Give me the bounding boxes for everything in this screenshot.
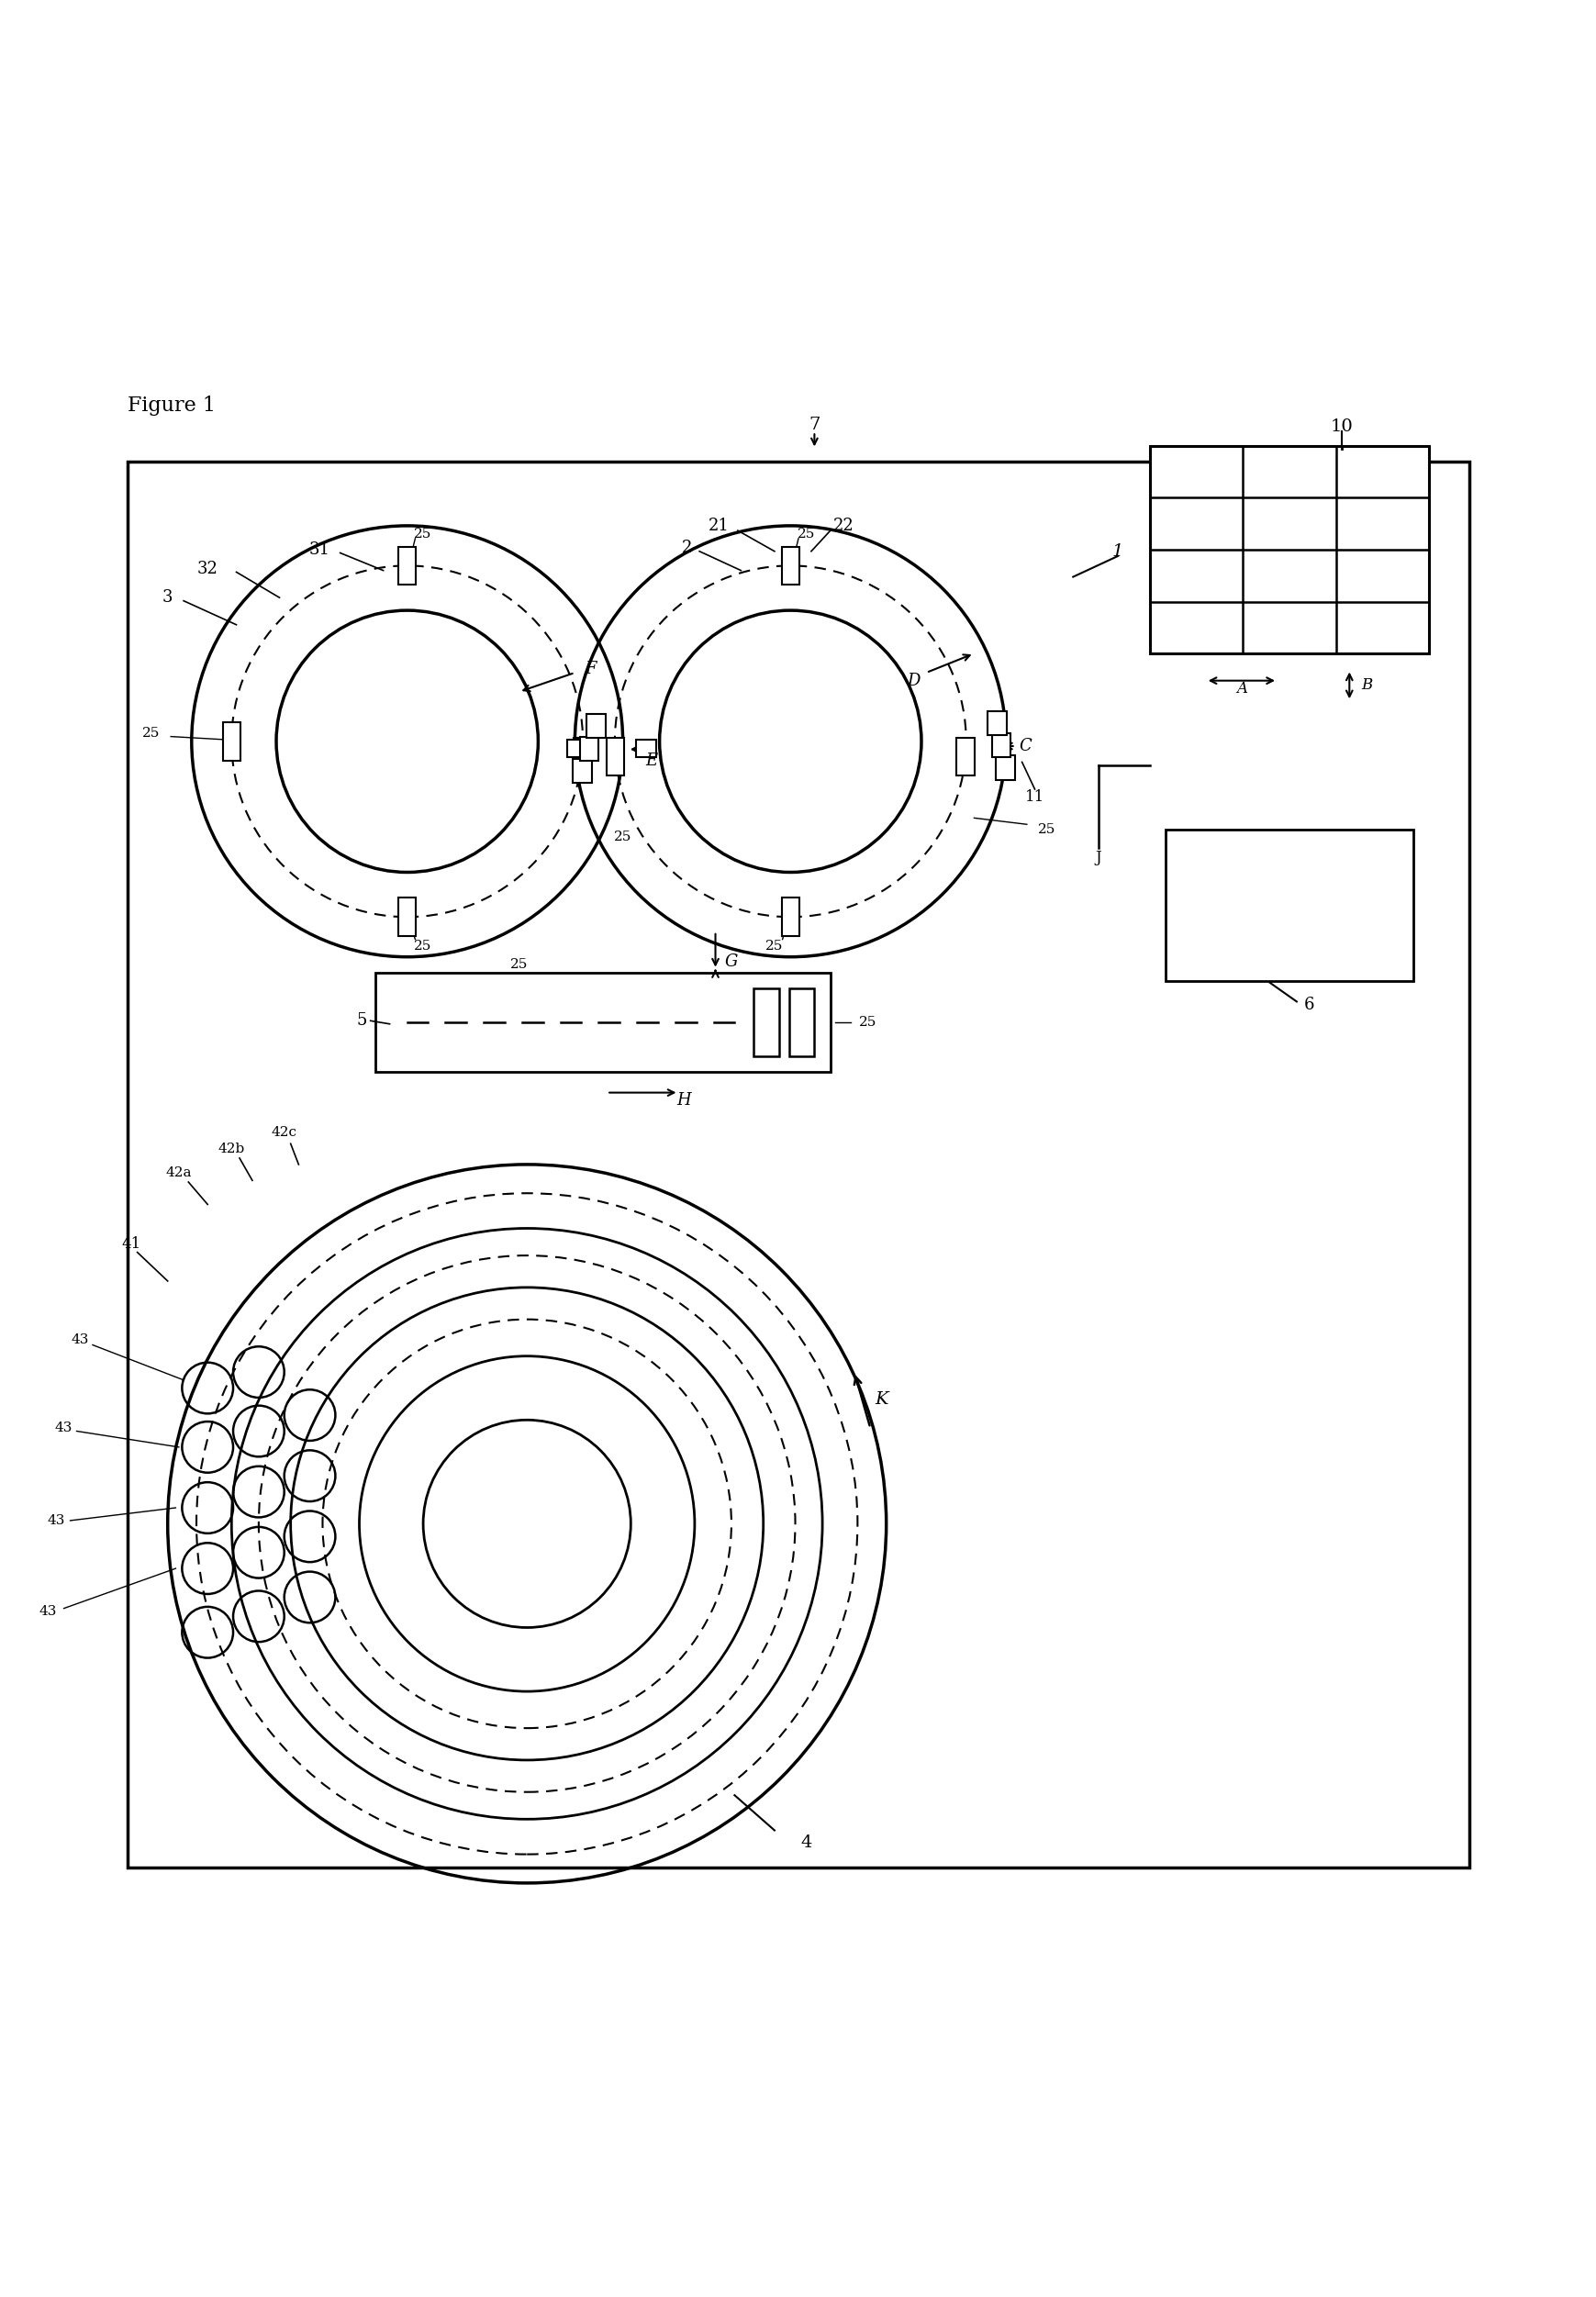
Bar [956, 737, 974, 776]
Bar [606, 737, 624, 776]
Text: 11: 11 [1025, 790, 1044, 804]
Bar [635, 740, 656, 758]
Text: 31: 31 [308, 542, 330, 558]
Text: 7: 7 [808, 416, 820, 434]
Text: 4: 4 [800, 1835, 812, 1851]
Text: 42a: 42a [166, 1167, 192, 1178]
Bar [996, 756, 1015, 779]
Text: 3: 3 [163, 590, 172, 606]
Text: 5: 5 [356, 1013, 367, 1029]
Text: B: B [1360, 678, 1373, 694]
Bar [1165, 829, 1412, 981]
Text: J: J [1095, 850, 1101, 866]
Text: 32: 32 [196, 560, 219, 577]
Text: 25: 25 [413, 528, 433, 540]
Bar [223, 721, 241, 760]
Bar [782, 547, 798, 586]
Text: 41: 41 [121, 1236, 140, 1252]
Text: 2: 2 [681, 540, 691, 556]
Text: H: H [677, 1093, 691, 1109]
Text: 25: 25 [796, 528, 816, 540]
Bar [399, 898, 415, 937]
Text: Figure 1: Figure 1 [128, 395, 215, 416]
Bar [753, 988, 779, 1057]
Text: E: E [645, 751, 658, 769]
Bar [986, 712, 1005, 735]
Text: 21: 21 [707, 517, 729, 533]
Text: G: G [725, 953, 737, 969]
Bar [1149, 446, 1428, 652]
Text: 42c: 42c [271, 1126, 297, 1139]
Bar [573, 758, 592, 783]
Text: 25: 25 [613, 832, 632, 843]
Text: C: C [1018, 737, 1031, 753]
Text: K: K [875, 1392, 887, 1408]
Bar [375, 974, 830, 1073]
Bar [586, 714, 605, 737]
Text: 25: 25 [1037, 822, 1055, 836]
Text: 10: 10 [1329, 418, 1352, 434]
Text: 25: 25 [764, 939, 784, 953]
Text: 25: 25 [142, 726, 160, 740]
Bar [567, 740, 587, 758]
Bar [573, 737, 591, 776]
Text: 43: 43 [70, 1335, 89, 1346]
Bar [782, 898, 798, 937]
Text: 22: 22 [832, 517, 854, 533]
Bar [788, 988, 814, 1057]
Text: F: F [584, 662, 597, 678]
Bar [991, 733, 1010, 758]
Text: A: A [1237, 680, 1246, 696]
Text: 42b: 42b [219, 1142, 244, 1155]
Bar [579, 737, 598, 760]
Text: 25: 25 [413, 939, 433, 953]
Text: 1: 1 [1111, 542, 1124, 560]
Text: 6: 6 [1304, 997, 1314, 1013]
Text: 43: 43 [54, 1422, 73, 1433]
Text: D: D [907, 673, 919, 689]
Text: 25: 25 [859, 1015, 876, 1029]
Bar [128, 462, 1468, 1867]
Text: 43: 43 [38, 1606, 57, 1617]
Text: 25: 25 [509, 958, 528, 972]
Bar [399, 547, 415, 586]
Text: 43: 43 [46, 1514, 65, 1528]
